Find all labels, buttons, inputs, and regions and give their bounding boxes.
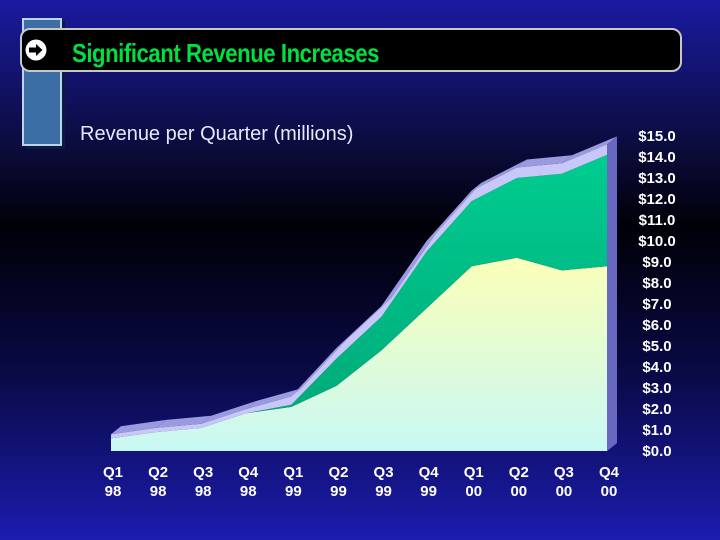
y-tick-label: $12.0 [638,191,676,208]
right-side-face [607,136,617,451]
y-tick-label: $8.0 [642,275,671,292]
x-tick-label: 99 [285,483,302,500]
y-tick-label: $13.0 [638,170,676,187]
x-tick-label: 98 [105,483,122,500]
x-tick-label: Q2 [148,464,168,481]
y-tick-label: $5.0 [642,338,671,355]
y-tick-label: $4.0 [642,359,671,376]
x-tick-label: 98 [195,483,212,500]
x-tick-label: Q1 [464,464,484,481]
y-tick-label: $11.0 [639,212,676,229]
x-tick-label: 00 [556,483,573,500]
y-tick-label: $14.0 [638,149,676,166]
top-ridge-segment [471,159,527,191]
x-tick-label: 99 [375,483,392,500]
y-tick-label: $3.0 [642,380,671,397]
series-3-area [111,144,607,439]
x-tick-label: 99 [330,483,347,500]
top-ridge-segment [336,298,392,349]
x-tick-label: 00 [465,483,482,500]
x-tick-label: Q4 [599,464,620,481]
x-tick-label: Q1 [103,464,123,481]
y-tick-label: $9.0 [642,254,671,271]
y-tick-label: $15.0 [638,128,676,145]
top-ridge-segment [246,388,302,409]
title-bar [20,28,682,72]
x-tick-label: 98 [240,483,257,500]
chart-subtitle: Revenue per Quarter (millions) [80,123,354,145]
x-tick-label: 99 [420,483,437,500]
series-1-area [111,257,607,451]
x-tick-label: 00 [601,483,618,500]
x-tick-label: Q2 [509,464,529,481]
y-tick-label: $7.0 [642,296,671,313]
x-tick-label: Q3 [374,464,394,481]
y-tick-label: $10.0 [638,233,676,250]
x-tick-label: Q3 [554,464,574,481]
x-tick-label: 00 [510,483,527,500]
top-ridge-segment [426,182,482,241]
y-tick-label: $1.0 [642,422,671,439]
top-ridge-segment [381,233,437,307]
x-tick-label: 98 [150,483,167,500]
x-tick-label: Q4 [238,464,259,481]
x-tick-label: Q3 [193,464,213,481]
top-ridge-segment [291,340,347,397]
top-ridge-segment [156,415,212,428]
top-ridge-segment [111,419,167,435]
y-tick-label: $0.0 [642,443,671,460]
top-ridge-segment [516,155,572,168]
top-ridge-segment [201,401,257,424]
x-tick-label: Q4 [419,464,440,481]
top-ridge-segment [561,136,617,164]
x-tick-label: Q1 [283,464,303,481]
y-tick-label: $2.0 [642,401,671,418]
y-tick-label: $6.0 [642,317,671,334]
x-tick-label: Q2 [328,464,348,481]
arrow-right-icon [25,39,47,61]
slide-title: Significant Revenue Increases [72,38,380,68]
series-2-area [111,154,607,439]
